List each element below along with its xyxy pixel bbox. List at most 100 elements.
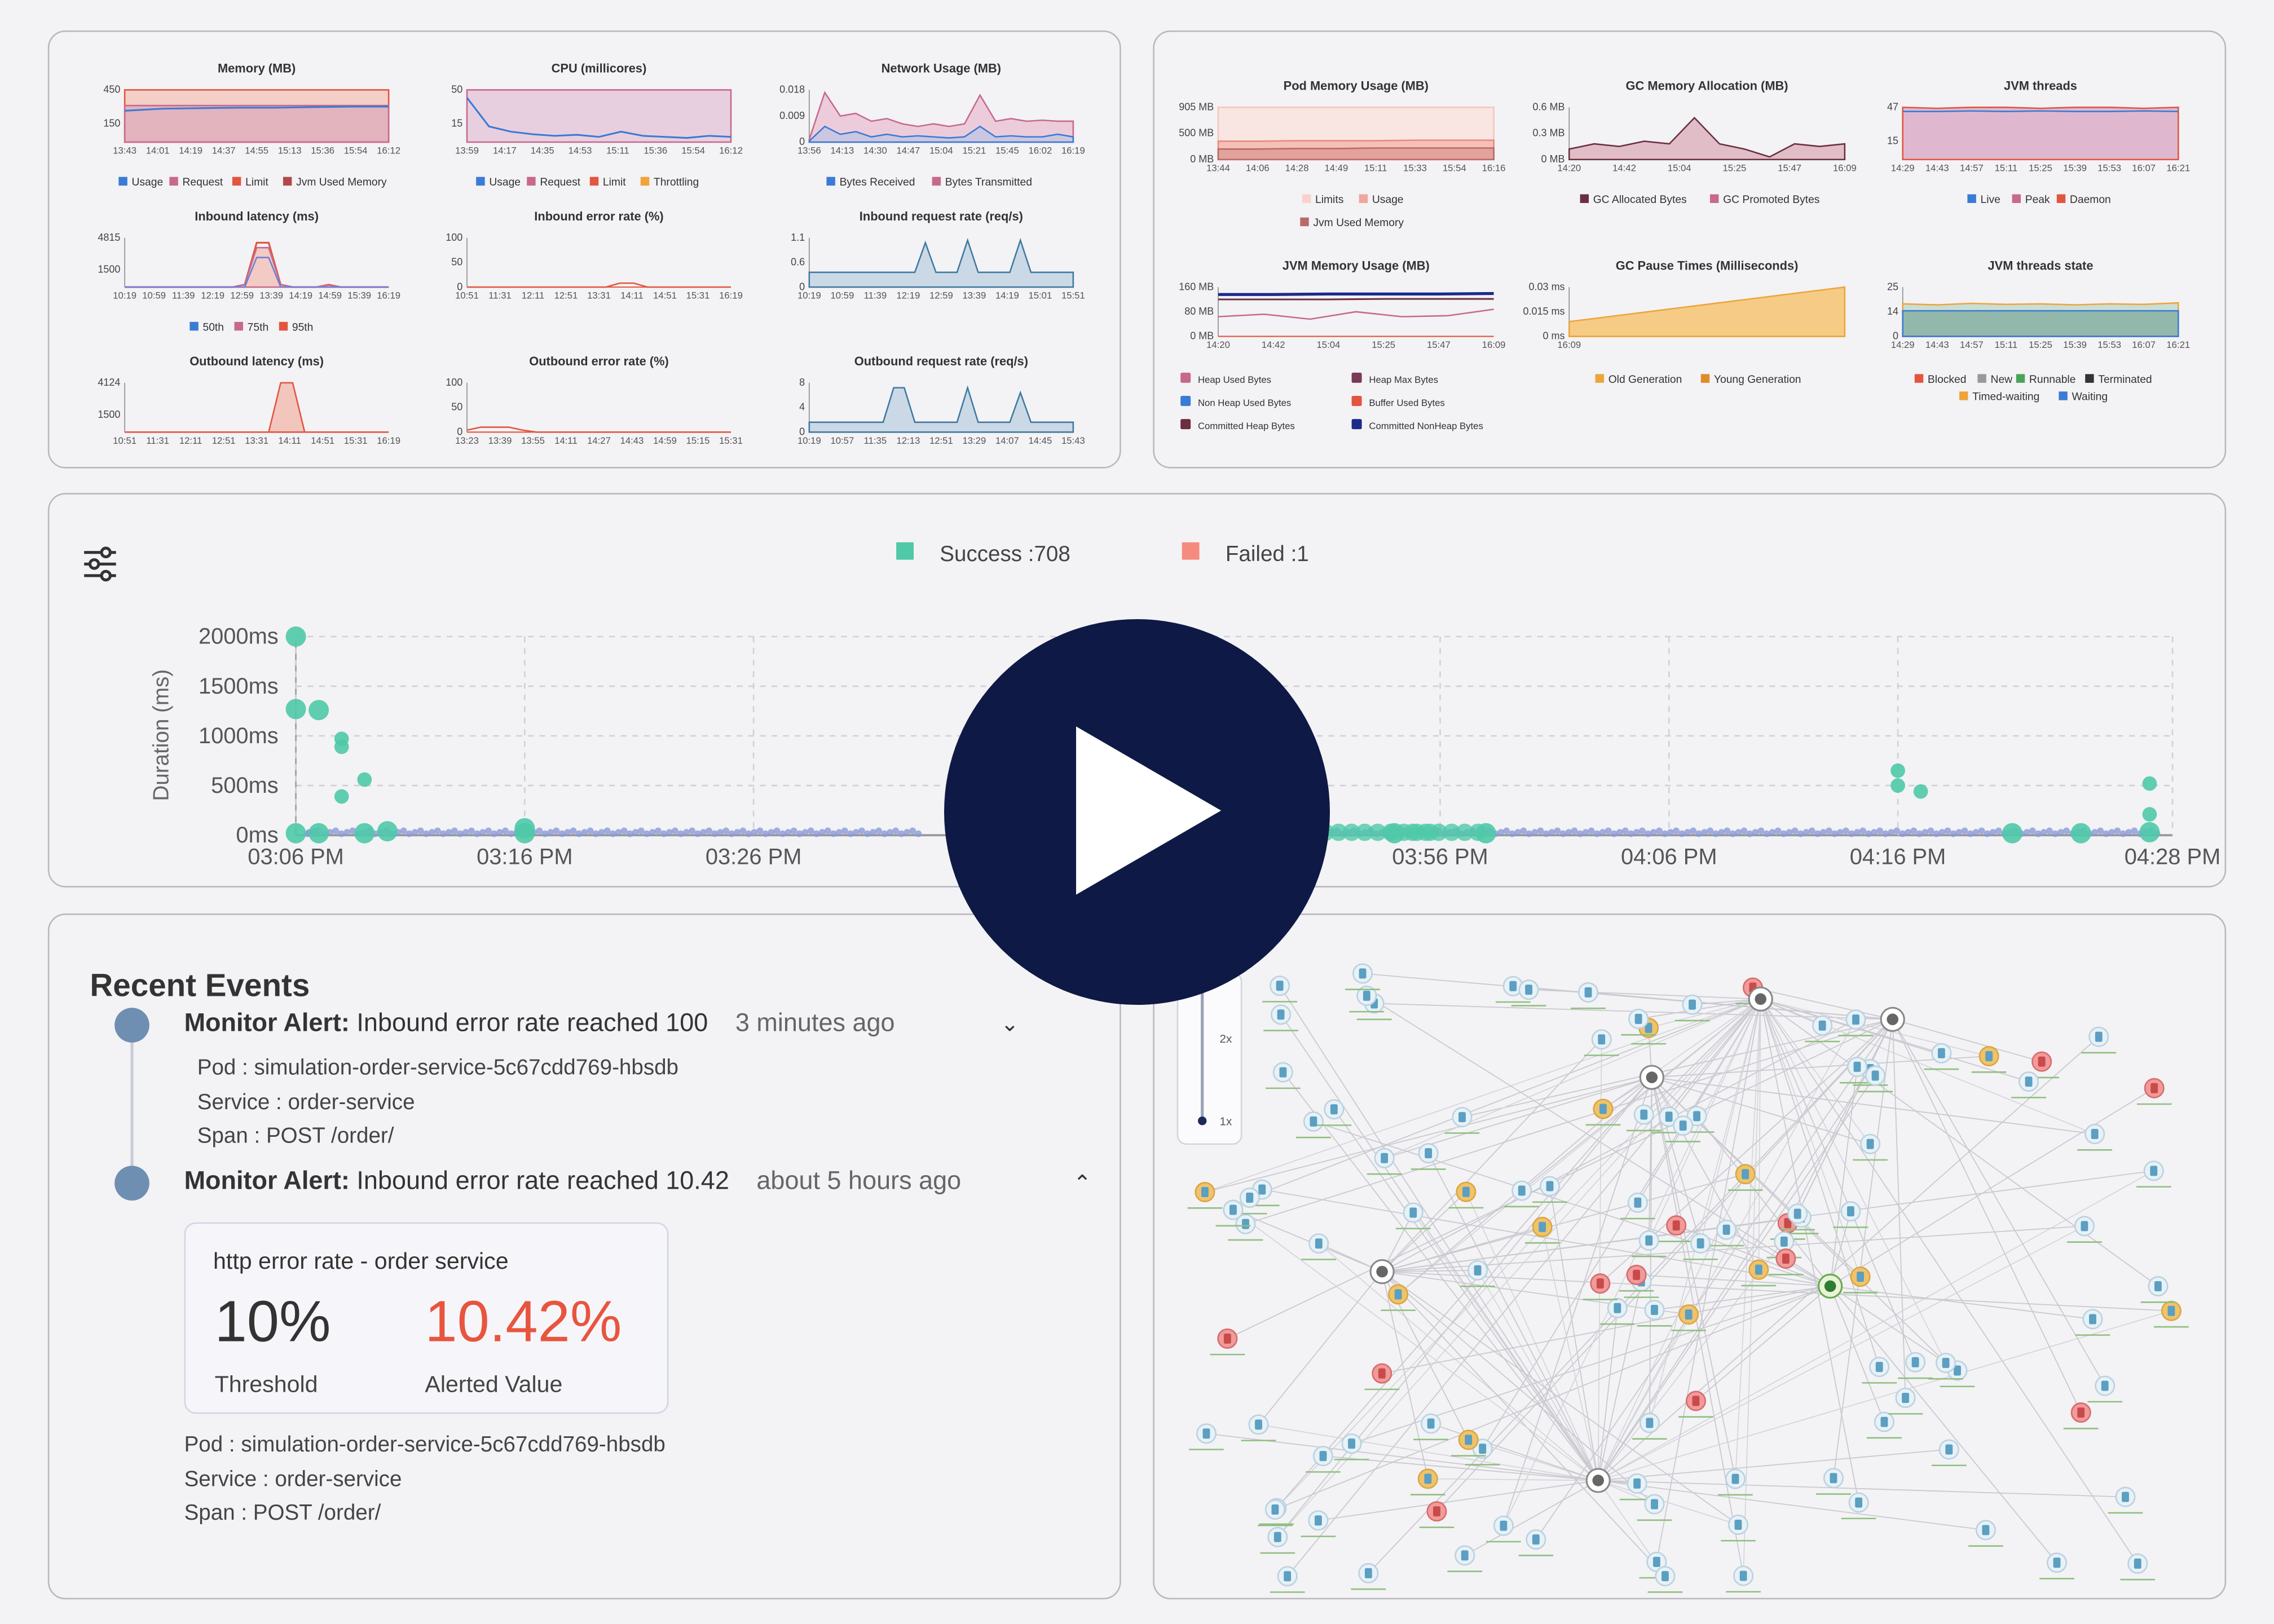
graph-edge xyxy=(1598,1170,2154,1481)
data-point xyxy=(626,830,633,837)
legend-checkbox[interactable] xyxy=(1351,419,1362,430)
x-tick-label: 14:55 xyxy=(245,145,268,156)
chevron-down-icon[interactable]: ⌄ xyxy=(1001,1012,1019,1037)
jvm-metrics-panel: Pod Memory Usage (MB) 905 MB 500 MB 0 MB 13:… xyxy=(1153,30,2227,469)
data-point xyxy=(1627,830,1634,837)
y-tick-label: 0 xyxy=(799,426,805,437)
graph-edge xyxy=(1465,1191,1599,1481)
data-point xyxy=(575,830,583,837)
database-icon xyxy=(1871,1070,1879,1081)
graph-edge xyxy=(1279,985,1599,1481)
graph-edge xyxy=(1651,1076,1871,1145)
legend-checkbox[interactable] xyxy=(1351,372,1362,383)
legend-label: Non Heap Used Bytes xyxy=(1198,398,1291,408)
graph-edge xyxy=(1598,1036,2099,1481)
data-point xyxy=(462,829,469,836)
y-tick-label: 100 xyxy=(446,232,462,243)
legend-swatch xyxy=(932,176,941,186)
data-point xyxy=(338,830,345,837)
data-point xyxy=(1576,830,1584,837)
chart-title: JVM threads xyxy=(2004,78,2077,92)
data-point xyxy=(2034,830,2042,837)
database-icon xyxy=(1857,1272,1865,1282)
database-icon xyxy=(1793,1208,1801,1219)
x-tick-label: 15:39 xyxy=(2063,162,2087,173)
filter-settings-icon[interactable] xyxy=(84,546,116,582)
chevron-up-icon[interactable]: ⌃ xyxy=(1073,1171,1092,1197)
database-icon xyxy=(1378,1368,1386,1379)
event-header[interactable]: Monitor Alert: Inbound error rate reache… xyxy=(184,1008,895,1038)
data-point xyxy=(334,789,349,804)
graph-edge xyxy=(1382,1170,2154,1273)
network-legend: Bytes Received Bytes Transmitted xyxy=(826,176,1032,188)
legend-checkbox[interactable] xyxy=(1180,396,1191,406)
y-tick-label: 500 MB xyxy=(1179,127,1214,139)
x-tick-label: 15:39 xyxy=(2063,339,2087,350)
legend-label: Peak xyxy=(2025,194,2050,206)
cpu-legend: Usage Request Limit Throttling xyxy=(476,176,699,188)
database-icon xyxy=(1982,1525,1990,1535)
x-tick-label: 15:47 xyxy=(1778,162,1801,173)
database-icon xyxy=(1784,1218,1792,1229)
data-point xyxy=(474,830,481,837)
graph-edge xyxy=(1651,1077,1736,1479)
legend-label: Buffer Used Bytes xyxy=(1369,398,1444,408)
graph-edge xyxy=(1743,999,1761,1576)
database-icon xyxy=(1458,1112,1466,1123)
data-point xyxy=(853,829,860,836)
x-tick-label: 16:09 xyxy=(1557,339,1581,350)
event-service: Service : order-service xyxy=(184,1467,402,1492)
database-icon xyxy=(1902,1392,1909,1403)
database-icon xyxy=(1479,1444,1487,1454)
y-tick-label: 1000ms xyxy=(199,723,279,748)
data-point xyxy=(1678,830,1685,837)
outbound-error-chart: Outbound error rate (%) 100 50 013:23 13:39 1… xyxy=(446,354,743,446)
legend-swatch xyxy=(118,176,127,186)
play-video-button[interactable] xyxy=(944,619,1330,1005)
database-icon xyxy=(1689,999,1696,1010)
legend-swatch xyxy=(476,176,485,186)
data-point xyxy=(1729,830,1737,837)
database-icon xyxy=(1985,1051,1993,1062)
legend-swatch xyxy=(1359,194,1368,203)
chart-title: Memory (MB) xyxy=(218,61,296,76)
chart-title: GC Memory Allocation (MB) xyxy=(1626,78,1788,92)
graph-edge xyxy=(1651,1077,1744,1576)
graph-edge xyxy=(1760,999,2139,1564)
data-point xyxy=(411,829,418,836)
x-tick-label: 12:51 xyxy=(929,435,953,446)
legend-checkbox[interactable] xyxy=(1180,419,1191,430)
x-tick-label: 15:04 xyxy=(1317,339,1341,350)
graph-edge xyxy=(1700,999,1761,1244)
database-icon xyxy=(1645,1022,1652,1033)
database-icon xyxy=(1518,1185,1526,1196)
data-point xyxy=(285,699,306,720)
database-icon xyxy=(1818,1020,1826,1031)
graph-edge xyxy=(1598,1449,1949,1481)
zoom-handle[interactable] xyxy=(1198,1116,1207,1126)
graph-edge xyxy=(1436,1019,1893,1512)
data-point xyxy=(1356,823,1374,841)
legend-checkbox[interactable] xyxy=(1180,372,1191,383)
database-icon xyxy=(1685,1309,1693,1320)
x-tick-label: 11:31 xyxy=(488,290,512,301)
y-tick-label: 0 xyxy=(457,426,462,437)
x-tick-label: 15:11 xyxy=(1995,162,2018,173)
database-icon xyxy=(1500,1520,1508,1531)
outbound-request-chart: Outbound request rate (req/s) 8 4 010:19 10:… xyxy=(797,354,1085,446)
legend-swatch xyxy=(169,176,178,186)
data-point xyxy=(1978,827,1985,835)
data-point xyxy=(2108,829,2116,836)
x-tick-label: 04:06 PM xyxy=(1621,845,1717,870)
legend-swatch xyxy=(1977,374,1986,383)
graph-edge xyxy=(1649,999,1761,1423)
data-point xyxy=(1645,830,1651,837)
graph-edge xyxy=(1651,1076,1861,1277)
data-point xyxy=(1690,827,1697,835)
legend-checkbox[interactable] xyxy=(1351,396,1362,406)
graph-edge xyxy=(1368,1019,1893,1574)
x-tick-label: 14:19 xyxy=(179,145,202,156)
service-dependency-graph[interactable]: 2x 1x xyxy=(1154,915,2226,1600)
event-header[interactable]: Monitor Alert: Inbound error rate reache… xyxy=(184,1166,962,1196)
jvm-threads-legend: Live Peak Daemon xyxy=(1967,194,2111,206)
